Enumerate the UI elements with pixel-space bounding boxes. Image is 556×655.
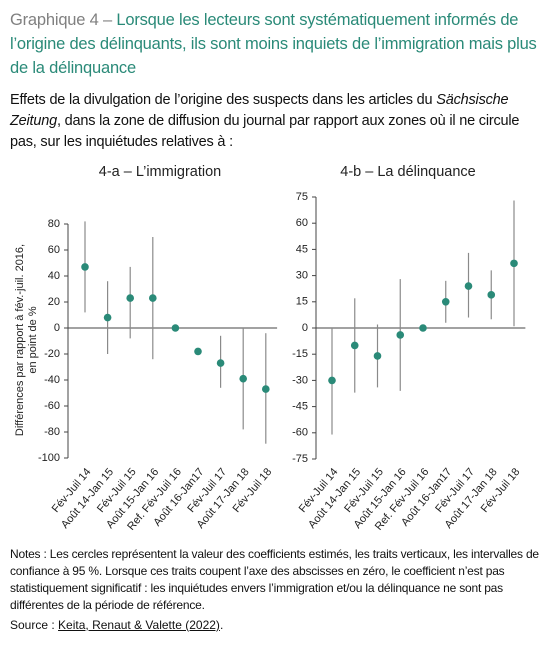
- y-axis-label: Différences par rapport à fév.-juil. 201…: [14, 244, 26, 436]
- point: [103, 313, 112, 322]
- y-tick-label: 75: [296, 191, 308, 203]
- point: [510, 259, 518, 268]
- point: [487, 291, 496, 299]
- y-tick-label: 60: [296, 217, 308, 229]
- y-tick-label: -60: [44, 400, 60, 412]
- subtitle-italic: Sächsische Zeitung: [10, 92, 509, 129]
- point: [126, 294, 134, 302]
- source-link[interactable]: Keita, Renaut & Valette (2022): [58, 618, 220, 632]
- chart: 4-a – L’immigration 80 60 40 20 0 -20 -40 -60 -80…: [14, 164, 526, 533]
- y-tick-label: -75: [292, 453, 308, 465]
- y-tick-label: -40: [44, 374, 60, 386]
- figure-title: Lorsque les lecteurs sont systématiqueme…: [10, 11, 537, 77]
- y-tick-label: 15: [296, 296, 308, 308]
- source-label: Source :: [10, 618, 55, 632]
- subtitle-text: Effets de la divulgation de l’origine de…: [10, 92, 433, 108]
- y-tick-label: -20: [44, 348, 60, 360]
- point: [441, 298, 450, 306]
- point: [373, 352, 382, 360]
- y-tick-label: -15: [292, 348, 308, 360]
- point: [396, 331, 405, 339]
- point: [350, 341, 359, 350]
- y-axis-label: en point de %: [27, 306, 39, 373]
- point: [262, 385, 270, 393]
- point: [328, 376, 336, 385]
- subtitle-text: , dans la zone de diffusion du journal p…: [10, 113, 520, 150]
- source: Source : Keita, Renaut & Valette (2022).: [10, 618, 223, 632]
- y-tick-label: 0: [54, 322, 60, 334]
- y-tick-label: 40: [48, 270, 60, 282]
- point: [216, 359, 225, 367]
- point: [419, 324, 427, 332]
- panel-title: 4-b – La délinquance: [340, 164, 475, 180]
- point: [464, 282, 473, 290]
- point: [239, 374, 247, 383]
- header: Graphique 4 – Lorsque les lecteurs sont …: [10, 8, 548, 80]
- point: [171, 324, 180, 332]
- y-tick-label: -100: [38, 452, 60, 464]
- y-tick-label: -80: [44, 426, 60, 438]
- y-tick-label: 20: [48, 296, 60, 308]
- y-tick-label: 60: [48, 244, 60, 256]
- y-tick-label: 45: [296, 243, 308, 255]
- point: [149, 294, 157, 302]
- y-tick-label: -30: [292, 374, 308, 386]
- figure-label: Graphique 4 –: [10, 11, 112, 29]
- subtitle: Effets de la divulgation de l’origine de…: [10, 90, 548, 153]
- source-end: .: [219, 618, 224, 632]
- notes: Notes : Les cercles représentent la vale…: [10, 547, 539, 612]
- point: [81, 263, 89, 271]
- y-tick-label: 0: [302, 322, 308, 334]
- point: [194, 347, 202, 356]
- y-tick-label: -45: [292, 401, 308, 413]
- y-tick-label: -60: [292, 427, 308, 439]
- panel-title: 4-a – L’immigration: [99, 164, 222, 180]
- y-tick-label: 30: [296, 270, 308, 282]
- y-tick-label: 80: [48, 218, 60, 230]
